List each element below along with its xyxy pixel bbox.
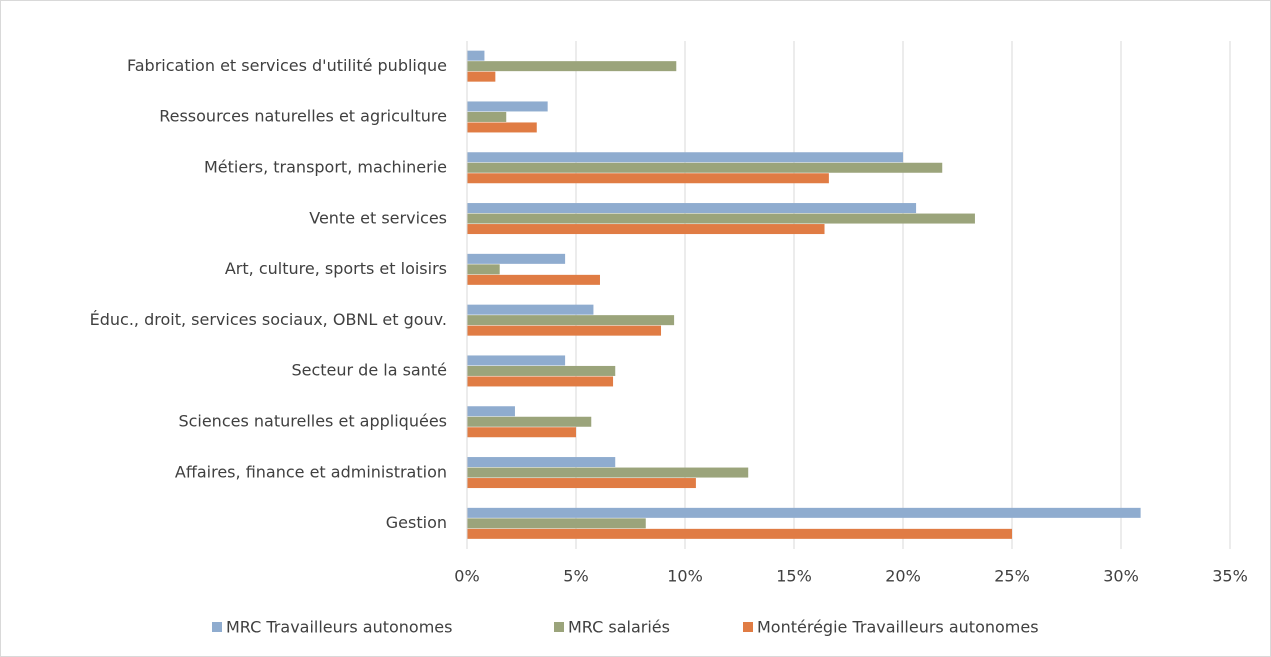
bar — [467, 264, 500, 275]
bar — [467, 416, 592, 427]
bar — [467, 173, 829, 184]
legend-label: Montérégie Travailleurs autonomes — [757, 618, 1039, 637]
bar — [467, 61, 677, 72]
x-tick-label: 10% — [667, 567, 703, 586]
y-tick-label: Fabrication et services d'utilité publiq… — [127, 56, 447, 75]
bar — [467, 162, 943, 173]
x-tick-label: 30% — [1103, 567, 1139, 586]
bar — [467, 253, 566, 264]
bar — [467, 365, 616, 376]
bar — [467, 427, 576, 438]
bar — [467, 101, 548, 112]
y-tick-label: Secteur de la santé — [291, 361, 447, 380]
bar — [467, 507, 1141, 518]
legend-swatch — [212, 622, 222, 632]
x-tick-label: 20% — [885, 567, 921, 586]
legend-label: MRC Travailleurs autonomes — [226, 618, 452, 637]
bar — [467, 478, 696, 489]
y-tick-label: Sciences naturelles et appliquées — [178, 412, 447, 431]
bar — [467, 355, 566, 366]
bar — [467, 203, 917, 214]
y-tick-label: Gestion — [386, 513, 447, 532]
bar — [467, 315, 675, 326]
bar — [467, 518, 646, 529]
bar — [467, 50, 485, 61]
y-tick-label: Vente et services — [309, 208, 447, 227]
bar — [467, 457, 616, 468]
bar — [467, 213, 975, 224]
bar — [467, 122, 537, 133]
x-tick-label: 15% — [776, 567, 812, 586]
bar — [467, 274, 600, 285]
bar — [467, 467, 749, 478]
y-tick-label: Éduc., droit, services sociaux, OBNL et … — [90, 310, 447, 329]
x-tick-label: 0% — [454, 567, 479, 586]
bar — [467, 528, 1012, 539]
bar — [467, 152, 903, 163]
bar — [467, 325, 662, 336]
y-tick-label: Art, culture, sports et loisirs — [225, 259, 447, 278]
y-tick-label: Affaires, finance et administration — [175, 462, 447, 481]
bar — [467, 71, 496, 82]
x-tick-label: 5% — [563, 567, 588, 586]
y-tick-label: Ressources naturelles et agriculture — [159, 107, 447, 126]
bar — [467, 224, 825, 235]
y-tick-label: Métiers, transport, machinerie — [204, 158, 447, 177]
bar — [467, 376, 614, 387]
legend-swatch — [743, 622, 753, 632]
legend-label: MRC salariés — [568, 618, 670, 637]
bar — [467, 111, 507, 122]
x-tick-label: 25% — [994, 567, 1030, 586]
bar — [467, 304, 594, 315]
bar — [467, 406, 515, 417]
x-tick-label: 35% — [1212, 567, 1248, 586]
legend-swatch — [554, 622, 564, 632]
